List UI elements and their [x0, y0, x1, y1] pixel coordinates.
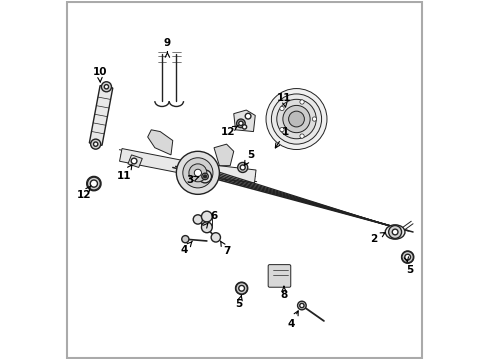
Polygon shape: [128, 155, 142, 167]
FancyBboxPatch shape: [267, 265, 290, 287]
Circle shape: [194, 169, 201, 176]
Polygon shape: [193, 163, 256, 183]
Circle shape: [279, 127, 284, 132]
Circle shape: [93, 142, 98, 146]
Circle shape: [193, 215, 202, 224]
Circle shape: [236, 119, 244, 128]
Circle shape: [211, 233, 220, 242]
Text: 10: 10: [92, 67, 107, 77]
Text: 8: 8: [280, 291, 287, 301]
Circle shape: [271, 94, 321, 144]
Polygon shape: [147, 130, 172, 155]
Text: 5: 5: [247, 150, 254, 160]
Circle shape: [104, 85, 108, 89]
Circle shape: [388, 226, 401, 238]
Text: 12: 12: [221, 127, 235, 136]
Text: 4: 4: [287, 319, 294, 329]
Circle shape: [101, 82, 111, 92]
Circle shape: [90, 139, 101, 149]
Circle shape: [404, 254, 410, 260]
Text: 11: 11: [117, 171, 131, 181]
Polygon shape: [89, 86, 113, 145]
Text: 12: 12: [77, 190, 91, 200]
Polygon shape: [233, 110, 255, 132]
Text: 9: 9: [163, 38, 171, 48]
Circle shape: [279, 106, 284, 111]
Circle shape: [265, 89, 326, 149]
Circle shape: [198, 170, 211, 183]
Circle shape: [242, 125, 246, 129]
Circle shape: [87, 177, 100, 190]
Polygon shape: [214, 144, 233, 166]
Circle shape: [299, 100, 304, 104]
Circle shape: [282, 105, 309, 133]
Circle shape: [238, 121, 243, 126]
Circle shape: [201, 222, 212, 233]
Circle shape: [299, 134, 304, 138]
Text: 3: 3: [186, 175, 193, 185]
Text: 6: 6: [210, 211, 217, 221]
Circle shape: [299, 303, 304, 308]
Circle shape: [276, 99, 316, 139]
Circle shape: [203, 175, 206, 178]
Circle shape: [131, 158, 137, 164]
Circle shape: [297, 301, 305, 310]
Circle shape: [201, 211, 212, 222]
Text: 5: 5: [235, 299, 242, 309]
Text: 1: 1: [282, 127, 289, 136]
Circle shape: [240, 165, 244, 170]
Circle shape: [182, 235, 188, 243]
Ellipse shape: [385, 225, 404, 239]
Circle shape: [391, 229, 397, 235]
Circle shape: [288, 111, 304, 127]
Circle shape: [235, 283, 247, 294]
Circle shape: [202, 173, 208, 180]
Text: 2: 2: [369, 234, 376, 244]
Circle shape: [401, 251, 412, 263]
Text: 5: 5: [405, 265, 412, 275]
Circle shape: [237, 162, 247, 172]
Circle shape: [188, 164, 206, 182]
Polygon shape: [119, 149, 195, 176]
Circle shape: [183, 158, 212, 188]
Circle shape: [176, 151, 219, 194]
Circle shape: [312, 117, 316, 121]
Text: 4: 4: [181, 245, 188, 255]
Text: 7: 7: [223, 246, 230, 256]
Text: 11: 11: [276, 93, 290, 103]
Circle shape: [90, 180, 97, 187]
Circle shape: [244, 113, 250, 119]
Circle shape: [238, 285, 244, 291]
